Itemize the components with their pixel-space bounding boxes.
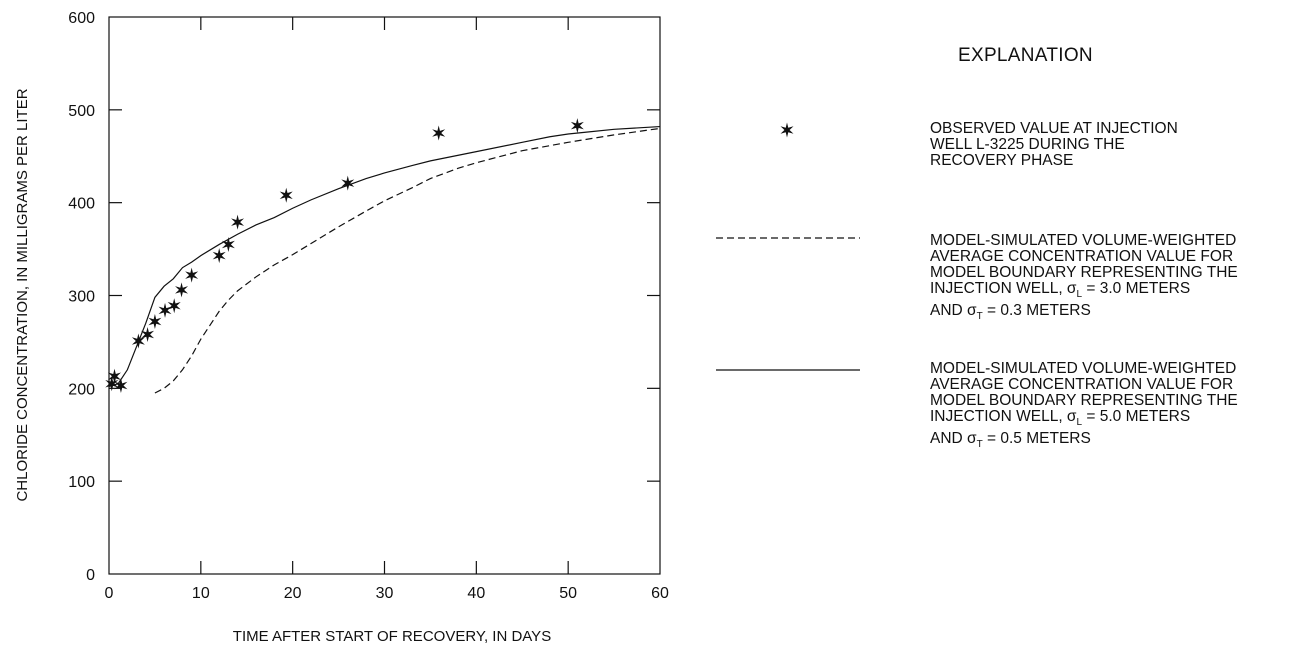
legend-star-symbol (780, 122, 794, 138)
y-tick-label: 0 (86, 567, 95, 584)
x-tick-label: 60 (651, 585, 669, 602)
legend-text-line: MODEL BOUNDARY REPRESENTING THE (930, 392, 1238, 409)
observed-star-marker (212, 248, 226, 264)
x-tick-label: 0 (105, 585, 114, 602)
legend-text-line: WELL L-3225 DURING THE (930, 136, 1125, 153)
legend-entry-observed: OBSERVED VALUE AT INJECTION WELL L-3225 D… (930, 121, 1178, 169)
x-tick-label: 10 (192, 585, 210, 602)
legend-text-line: MODEL-SIMULATED VOLUME-WEIGHTED (930, 232, 1237, 249)
y-tick-label: 500 (68, 103, 95, 120)
axes: 0 100 200 300 400 500 600 0 10 20 30 40 50 60 (68, 10, 669, 602)
legend-text-line: MODEL BOUNDARY REPRESENTING THE (930, 264, 1238, 281)
observed-star-marker (141, 326, 155, 342)
series-line-solid (108, 125, 661, 388)
x-tick-label: 20 (284, 585, 302, 602)
x-tick-label: 50 (559, 585, 577, 602)
y-tick-label: 100 (68, 474, 95, 491)
legend-title: EXPLANATION (958, 45, 1093, 66)
legend-text-line: INJECTION WELL, σL = 5.0 METERS (930, 408, 1191, 429)
y-tick-label: 200 (68, 381, 95, 398)
x-tick-label: 40 (467, 585, 485, 602)
legend-symbols (716, 122, 860, 371)
legend-text-line: RECOVERY PHASE (930, 152, 1074, 169)
observed-star-marker (158, 302, 172, 318)
legend-entry-solid: MODEL-SIMULATED VOLUME-WEIGHTED AVERAGE C… (930, 361, 1238, 453)
series-line-dashed (154, 127, 661, 394)
observed-star-marker (341, 175, 355, 191)
legend-text-line: OBSERVED VALUE AT INJECTION (930, 120, 1178, 137)
y-tick-label: 300 (68, 289, 95, 306)
legend-text-line: AVERAGE CONCENTRATION VALUE FOR (930, 248, 1234, 265)
observed-star-marker (231, 214, 245, 230)
observed-star-marker (105, 376, 119, 392)
x-tick-label: 30 (376, 585, 394, 602)
series-layer (105, 118, 661, 394)
plot-frame (108, 16, 661, 575)
observed-star-marker (175, 282, 189, 298)
y-axis-title: CHLORIDE CONCENTRATION, IN MILLIGRAMS PE… (14, 88, 31, 501)
y-tick-label: 600 (68, 10, 95, 27)
legend-text-line: AND σT = 0.5 METERS (930, 430, 1091, 451)
legend-text-line: AND σT = 0.3 METERS (930, 302, 1091, 323)
observed-star-marker (570, 118, 584, 134)
observed-star-marker (279, 187, 293, 203)
observed-star-marker (167, 298, 181, 314)
legend-text-line: MODEL-SIMULATED VOLUME-WEIGHTED (930, 360, 1237, 377)
legend-entry-dashed: MODEL-SIMULATED VOLUME-WEIGHTED AVERAGE C… (930, 233, 1238, 325)
observed-star-marker (432, 125, 446, 141)
observed-star-marker (221, 236, 235, 252)
y-tick-label: 400 (68, 196, 95, 213)
legend-text-line: INJECTION WELL, σL = 3.0 METERS (930, 280, 1191, 301)
observed-star-marker (148, 313, 162, 329)
x-axis-title: TIME AFTER START OF RECOVERY, IN DAYS (233, 628, 551, 645)
observed-star-marker (108, 368, 122, 384)
observed-star-marker (114, 378, 128, 394)
observed-star-marker (185, 267, 199, 283)
legend-text-line: AVERAGE CONCENTRATION VALUE FOR (930, 376, 1234, 393)
